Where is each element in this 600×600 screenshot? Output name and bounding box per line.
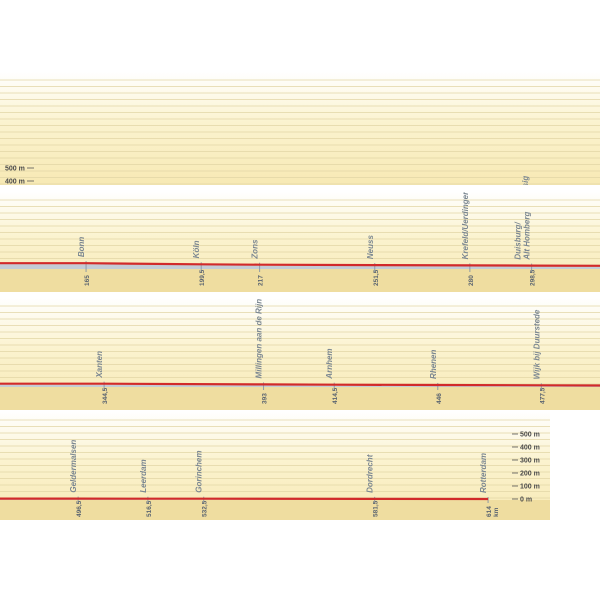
altitude-label: 100 m — [520, 484, 540, 491]
km-label: 516,5 — [146, 500, 153, 517]
place-label-zons: Zons — [251, 239, 260, 260]
km-label: 393 — [262, 393, 269, 404]
km-label: 477,5 — [539, 387, 546, 404]
place-label-leerdam: Leerdam — [139, 459, 148, 492]
profile-chart-1: MainzBingen35St. Goar62Koblenz96,5Bad Br… — [0, 79, 600, 186]
river-elevation-line — [0, 262, 600, 267]
km-label: 165 — [84, 275, 91, 286]
altitude-label: 500 m — [520, 432, 540, 439]
km-label: 446 — [436, 393, 443, 404]
km-label: 280 — [468, 275, 475, 286]
place-label-arnhem: Arnhem — [325, 348, 334, 379]
baseline-band — [0, 500, 550, 520]
place-label-geldermalsen: Geldermalsen — [69, 440, 78, 493]
place-label-wijk-bij-duurstede: Wijk bij Duurstede — [532, 309, 541, 379]
place-label-krefeld-uerdingen: Krefeld/Uerdingen — [461, 192, 470, 259]
place-label-rhenen: Rhenen — [429, 350, 438, 379]
km-label: 414,5 — [332, 387, 339, 404]
place-label-duisburg: Duisburg/ — [514, 222, 523, 260]
km-label: 581,5 — [373, 500, 380, 517]
km-label: 496,5 — [76, 500, 83, 517]
place-label-bonn: Bonn — [77, 237, 86, 258]
terrain-fill — [0, 264, 600, 269]
profile-chart-2: Bonn 165 Köln 199,5 Zons 217 Neuss 251,5 Krefeld… — [0, 192, 600, 292]
place-label-dordrecht: Dordrecht — [366, 454, 375, 493]
place-label-millingen-aan-de-rijn: Millingen aan de Rijn — [255, 299, 264, 379]
km-label: 532,5 — [202, 500, 209, 517]
place-label-bad-breisig: Bad Breisig — [521, 176, 530, 185]
altitude-label: 400 m — [520, 445, 540, 452]
place-label-k-ln: Köln — [192, 240, 201, 258]
altitude-label: 500 m — [5, 166, 25, 173]
altitude-label: 0 m — [520, 497, 532, 504]
km-label: 217 — [258, 275, 265, 286]
place-label-neuss: Neuss — [366, 235, 375, 260]
profile-chart-3: Xanten 344,5 Millingen aan de Rijn 393 Arnhe… — [0, 299, 600, 410]
km-label: 199,5 — [199, 269, 206, 286]
baseline-band — [0, 269, 600, 292]
place-label-alt-homberg: Alt Homberg — [523, 212, 532, 261]
place-label-xanten: Xanten — [95, 351, 104, 379]
profile-chart-4: Geldermalsen 496,5 Leerdam 516,5 Gorinchem 53… — [0, 419, 550, 520]
place-label-rotterdam: Rotterdam — [479, 453, 488, 493]
km-label: 344,5 — [102, 387, 109, 404]
altitude-label: 400 m — [5, 179, 25, 186]
profile-strip-bonn-duisburg: Bonn 165 Köln 199,5 Zons 217 Neuss 251,5 Krefeld… — [0, 192, 600, 292]
altitude-label: 200 m — [520, 471, 540, 478]
unit-label: km — [493, 507, 500, 517]
river-elevation-line — [0, 382, 600, 387]
km-label: 614 — [486, 506, 493, 517]
baseline-band — [0, 387, 600, 410]
profile-strip-geldermalsen-rotterdam: Geldermalsen 496,5 Leerdam 516,5 Gorinchem 53… — [0, 412, 550, 520]
profile-strip-xanten-wijk-bij-duurstede: Xanten 344,5 Millingen aan de Rijn 393 Arnhe… — [0, 298, 600, 410]
place-label-gorinchem: Gorinchem — [195, 451, 204, 493]
km-label: 298,5 — [530, 269, 537, 286]
terrain-fill — [0, 384, 600, 387]
profile-strip-mainz-bad-breisig: MainzBingen35St. Goar62Koblenz96,5Bad Br… — [0, 72, 600, 185]
km-label: 251,5 — [373, 269, 380, 286]
altitude-label: 300 m — [520, 458, 540, 465]
